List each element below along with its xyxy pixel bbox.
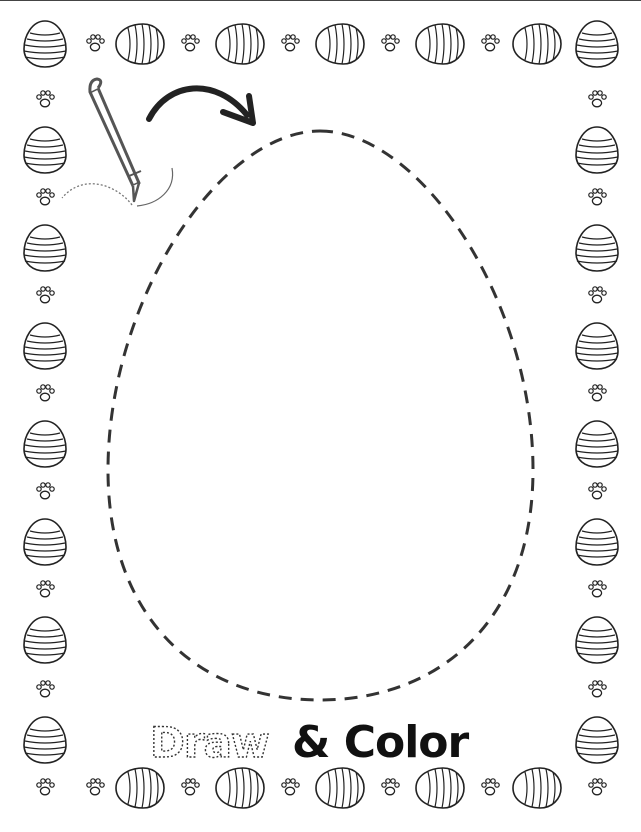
easter-egg-icon xyxy=(23,616,67,664)
paw-print-icon xyxy=(381,778,400,796)
paw-print-icon xyxy=(36,680,55,698)
easter-egg-icon xyxy=(575,20,619,68)
easter-egg-icon xyxy=(23,224,67,272)
paw-print-icon xyxy=(588,680,607,698)
easter-egg-icon xyxy=(575,420,619,468)
paw-print-icon xyxy=(588,90,607,108)
easter-egg-icon xyxy=(215,23,265,65)
easter-egg-icon xyxy=(575,224,619,272)
paw-print-icon xyxy=(181,778,200,796)
paw-print-icon xyxy=(588,286,607,304)
paw-print-icon xyxy=(36,778,55,796)
easter-egg-icon xyxy=(23,716,67,764)
paw-print-icon xyxy=(588,188,607,206)
easter-egg-icon xyxy=(575,616,619,664)
paw-print-icon xyxy=(36,286,55,304)
pencil-icon xyxy=(61,77,174,207)
paw-print-icon xyxy=(381,34,400,52)
paw-print-icon xyxy=(281,34,300,52)
paw-print-icon xyxy=(281,778,300,796)
easter-egg-icon xyxy=(415,767,465,809)
paw-print-icon xyxy=(481,778,500,796)
paw-print-icon xyxy=(588,580,607,598)
easter-egg-icon xyxy=(575,126,619,174)
paw-print-icon xyxy=(36,482,55,500)
easter-egg-icon xyxy=(575,322,619,370)
easter-egg-icon xyxy=(23,20,67,68)
egg-tracing-outline xyxy=(106,129,535,702)
paw-print-icon xyxy=(36,188,55,206)
easter-egg-icon xyxy=(115,23,165,65)
caption-draw-dotted: Draw xyxy=(150,718,269,767)
easter-egg-icon xyxy=(512,23,562,65)
easter-egg-icon xyxy=(315,767,365,809)
easter-egg-icon xyxy=(315,23,365,65)
paw-print-icon xyxy=(588,482,607,500)
easter-egg-icon xyxy=(575,716,619,764)
easter-egg-icon xyxy=(115,767,165,809)
easter-egg-icon xyxy=(512,767,562,809)
easter-egg-icon xyxy=(415,23,465,65)
easter-egg-icon xyxy=(23,518,67,566)
paw-print-icon xyxy=(588,384,607,402)
paw-print-icon xyxy=(86,778,105,796)
easter-egg-icon xyxy=(23,322,67,370)
paw-print-icon xyxy=(36,90,55,108)
paw-print-icon xyxy=(36,580,55,598)
easter-egg-icon xyxy=(23,420,67,468)
caption: Draw & Color xyxy=(149,717,470,768)
paw-print-icon xyxy=(588,778,607,796)
caption-and-color: & Color xyxy=(292,717,470,768)
paw-print-icon xyxy=(36,384,55,402)
paw-print-icon xyxy=(181,34,200,52)
curved-arrow-icon xyxy=(146,85,256,126)
paw-print-icon xyxy=(481,34,500,52)
easter-egg-icon xyxy=(215,767,265,809)
easter-egg-icon xyxy=(23,126,67,174)
easter-egg-icon xyxy=(575,518,619,566)
paw-print-icon xyxy=(86,34,105,52)
